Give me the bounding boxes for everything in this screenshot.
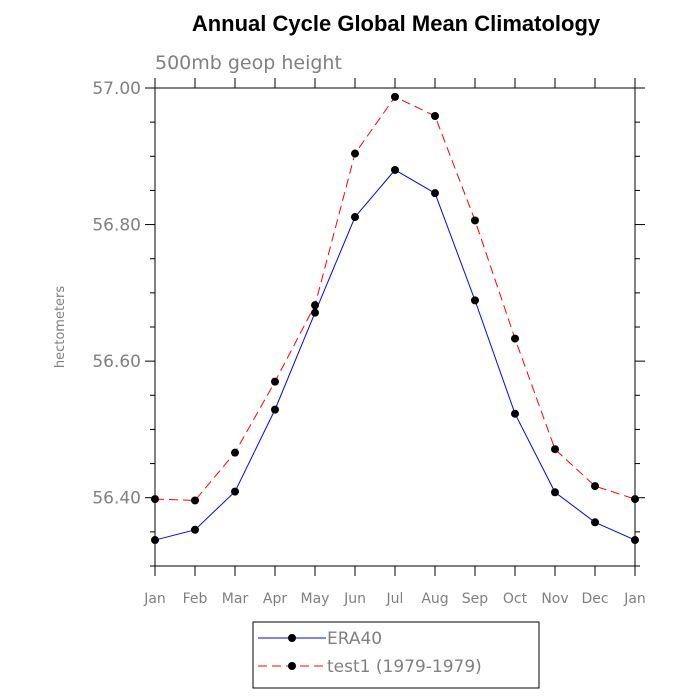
x-tick-label: Oct <box>503 591 528 607</box>
data-point-test1-1979-1979 <box>551 445 559 454</box>
y-tick-label: 56.40 <box>92 489 141 509</box>
data-point-era40 <box>511 409 519 418</box>
data-point-era40 <box>191 525 199 534</box>
x-tick-label: Feb <box>183 591 208 607</box>
chart-subtitle: 500mb geop height <box>155 52 342 74</box>
data-point-test1-1979-1979 <box>591 482 599 491</box>
data-point-test1-1979-1979 <box>631 495 639 504</box>
series-layer <box>151 92 639 545</box>
data-point-era40 <box>391 165 399 174</box>
legend-label-era40: ERA40 <box>327 629 382 649</box>
data-point-test1-1979-1979 <box>151 495 159 504</box>
legend: ERA40 test1 (1979-1979) <box>252 621 540 689</box>
axes: 56.40 56.60 56.80 57.00 Jan Feb Mar Apr May Jun Ju… <box>92 78 646 607</box>
data-point-era40 <box>631 536 639 545</box>
x-tick-label: Jun <box>343 591 366 607</box>
x-tick-label: Nov <box>541 591 568 607</box>
data-point-test1-1979-1979 <box>391 92 399 101</box>
x-tick-label: Jul <box>386 591 404 607</box>
data-point-era40 <box>471 296 479 305</box>
y-axis-label: hectometers <box>53 286 68 369</box>
data-point-era40 <box>311 308 319 317</box>
data-point-era40 <box>351 213 359 222</box>
x-tick-label: Sep <box>462 591 489 607</box>
data-point-era40 <box>591 518 599 527</box>
data-point-test1-1979-1979 <box>311 301 319 310</box>
data-point-era40 <box>551 488 559 497</box>
y-tick-label: 56.60 <box>92 352 141 372</box>
data-point-era40 <box>231 487 239 496</box>
legend-box <box>252 621 540 689</box>
x-tick-label: Mar <box>222 591 249 607</box>
x-tick-label: Jan <box>623 591 646 607</box>
data-point-test1-1979-1979 <box>191 496 199 505</box>
x-tick-label: Apr <box>263 591 287 607</box>
legend-marker-era40 <box>288 634 296 642</box>
legend-label-test1: test1 (1979-1979) <box>327 657 482 677</box>
data-point-test1-1979-1979 <box>351 149 359 158</box>
x-tick-label: May <box>301 591 330 607</box>
y-tick-label: 57.00 <box>92 79 141 99</box>
data-point-test1-1979-1979 <box>471 216 479 225</box>
x-tick-label: Dec <box>581 591 608 607</box>
legend-marker-test1 <box>288 662 296 670</box>
data-point-test1-1979-1979 <box>271 377 279 386</box>
series-line-era40 <box>154 169 636 541</box>
x-tick-label: Jan <box>143 591 166 607</box>
data-point-test1-1979-1979 <box>511 334 519 343</box>
data-point-test1-1979-1979 <box>431 111 439 120</box>
data-point-era40 <box>431 189 439 198</box>
plot-frame <box>154 87 636 567</box>
data-point-era40 <box>271 405 279 414</box>
y-tick-label: 56.80 <box>92 216 141 236</box>
series-line-test1-1979-1979 <box>154 96 636 501</box>
data-point-test1-1979-1979 <box>231 448 239 457</box>
x-tick-label: Aug <box>421 591 448 607</box>
data-point-era40 <box>151 536 159 545</box>
chart-title: Annual Cycle Global Mean Climatology <box>192 11 601 36</box>
